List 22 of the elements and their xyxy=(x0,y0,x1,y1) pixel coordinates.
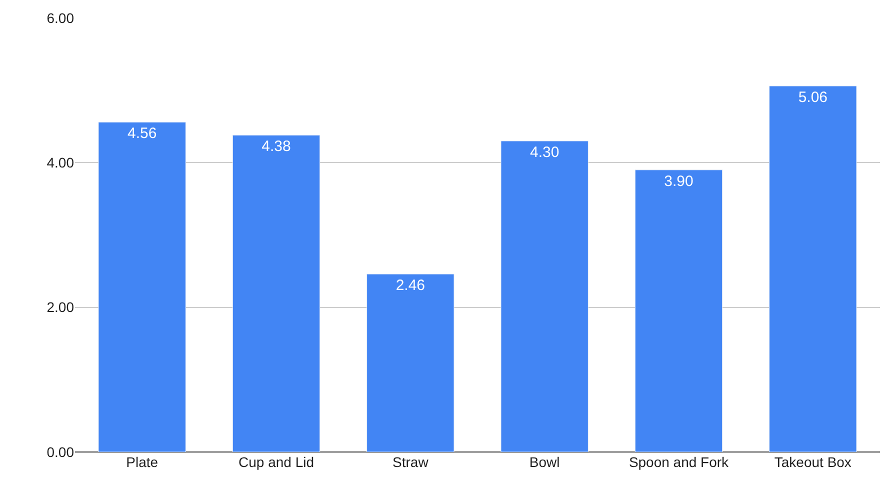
data-label: 4.56 xyxy=(127,125,157,142)
y-tick-label: 0.00 xyxy=(46,444,74,460)
y-tick-label: 6.00 xyxy=(46,10,74,26)
x-tick-label: Straw xyxy=(392,454,430,470)
data-label: 4.30 xyxy=(530,144,560,161)
data-label: 3.90 xyxy=(664,172,694,190)
y-tick-label: 4.00 xyxy=(46,154,74,171)
x-tick-label: Takeout Box xyxy=(774,454,852,470)
bar xyxy=(366,274,454,452)
y-tick-label: 2.00 xyxy=(46,299,74,316)
x-tick-label: Bowl xyxy=(529,454,560,470)
bar xyxy=(634,170,723,452)
x-tick-label: Spoon and Fork xyxy=(628,454,730,470)
data-label: 2.46 xyxy=(396,277,426,294)
x-tick-label: Plate xyxy=(126,454,158,470)
data-label: 5.06 xyxy=(798,88,828,106)
bar xyxy=(500,140,588,452)
bar xyxy=(769,86,857,452)
x-tick-label: Cup and Lid xyxy=(238,454,314,470)
bar xyxy=(232,134,320,452)
bar xyxy=(98,122,186,452)
data-label: 4.38 xyxy=(262,138,291,156)
